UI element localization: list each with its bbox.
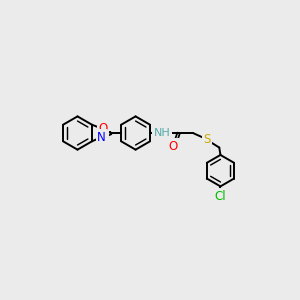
- Text: Cl: Cl: [214, 190, 226, 202]
- Text: N: N: [97, 131, 106, 144]
- Text: O: O: [98, 122, 107, 135]
- Text: O: O: [169, 140, 178, 153]
- Text: NH: NH: [154, 128, 170, 138]
- Text: S: S: [204, 133, 211, 146]
